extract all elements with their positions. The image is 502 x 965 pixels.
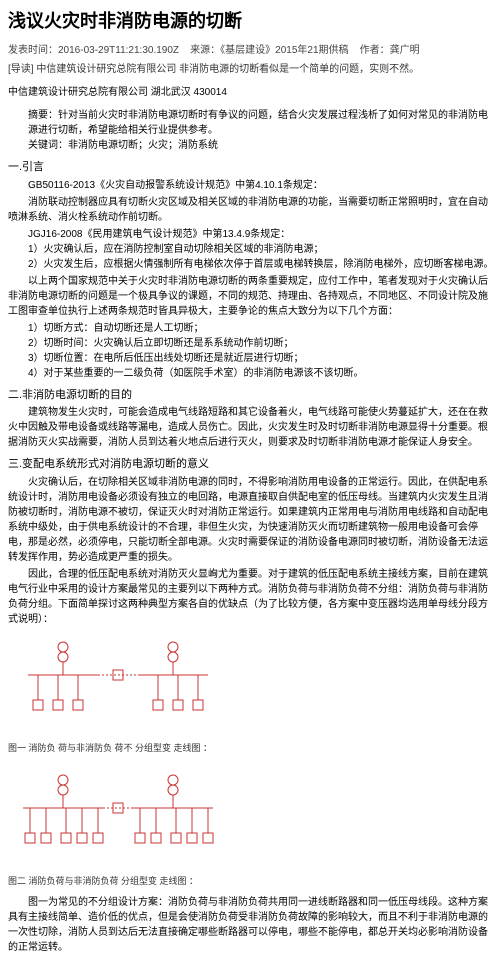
figure-2-diagram <box>8 768 228 868</box>
abstract: 摘要：针对当前火灾时非消防电源切断时有争议的问题，结合火灾发展过程浅析了如何对常… <box>28 108 494 138</box>
figure-2-caption: 图二 消防负荷与非消防负荷 分组型变 走线图 ： <box>8 875 494 889</box>
section-2-heading: 二.非消防电源切断的目的 <box>8 387 494 404</box>
sub-4: 4）对于某些重要的一二级负荷（如医院手术室）的非消防电源该不该切断。 <box>28 366 494 381</box>
author-name: 龚广明 <box>390 45 420 56</box>
code-ref-1: GB50116-2013《火灾自动报警系统设计规范》中第4.10.1条规定： <box>28 178 494 193</box>
sub-2: 2）切断时间：火灾确认后立即切断还是系系统动作前切断； <box>28 336 494 351</box>
keywords-text: 非消防电源切断；火灾；消防系统 <box>68 140 218 151</box>
keywords-label: 关键词： <box>28 140 68 151</box>
figure-1-caption: 图一 消防负 荷与非消防负 荷不 分组型变 走线图 ： <box>8 742 494 756</box>
source: 《基层建设》2015年21期供稿 <box>220 45 348 56</box>
source-label: 来源： <box>190 45 220 56</box>
code-text-1: 消防联动控制器应具有切断火灾区域及相关区域的非消防电源的功能，当需要切断正常照明… <box>8 195 494 225</box>
meta-row: 发表时间：2016-03-29T11:21:30.190Z 来源：《基层建设》2… <box>8 43 494 58</box>
para-s1: 以上两个国家规范中关于火灾时非消防电源切断的两条重要规定，应付工作中，笔者发现对… <box>8 274 494 319</box>
abstract-label: 摘要： <box>28 110 58 121</box>
pub-time-label: 发表时间： <box>8 45 58 56</box>
keywords: 关键词：非消防电源切断；火灾；消防系统 <box>28 138 494 153</box>
list-item-1: 1）火灾确认后，应在消防控制室自动切除相关区域的非消防电源； <box>28 242 494 257</box>
page-title: 浅议火灾时非消防电源的切断 <box>8 8 494 35</box>
figure-1-diagram <box>8 635 228 735</box>
section-3-heading: 三.变配电系统形式对消防电源切断的意义 <box>8 456 494 473</box>
para-s2-1: 建筑物发生火灾时，可能会造成电气线路短路和其它设备着火，电气线路可能使火势蔓延扩… <box>8 405 494 450</box>
affiliation: 中信建筑设计研究总院有限公司 湖北武汉 430014 <box>8 85 494 100</box>
sub-1: 1）切断方式：自动切断还是人工切断； <box>28 321 494 336</box>
code-ref-2: JGJ16-2008《民用建筑电气设计规范》中第13.4.9条规定： <box>28 227 494 242</box>
sub-3: 3）切断位置：在电所后低压出线处切断还是就近层进行切断； <box>28 351 494 366</box>
pub-time: 2016-03-29T11:21:30.190Z <box>58 45 179 56</box>
abstract-text: 针对当前火灾时非消防电源切断时有争议的问题，结合火灾发展过程浅析了如何对常见的非… <box>28 110 488 136</box>
author-label: 作者： <box>360 45 390 56</box>
list-item-2: 2）火灾发生后，应根据火情强制所有电梯依次停于首层或电梯转换层，除消防电梯外，应… <box>28 257 494 272</box>
lead-text: [导读] 中信建筑设计研究总院有限公司 非消防电源的切断看似是一个简单的问题，实… <box>8 62 494 77</box>
para-s2-3: 因此，合理的低压配电系统对消防灭火显峋尤为重要。对于建筑的低压配电系统主接线方案… <box>8 567 494 627</box>
para-s2-2: 火灾确认后，在切除相关区域非消防电源的同时，不得影响消防用电设备的正常运行。因此… <box>8 475 494 565</box>
final-para: 图一为常见的不分组设计方案：消防负荷与非消防负荷共用同一进线断路器和同一低压母线… <box>8 895 494 955</box>
section-1-heading: 一.引言 <box>8 159 494 176</box>
